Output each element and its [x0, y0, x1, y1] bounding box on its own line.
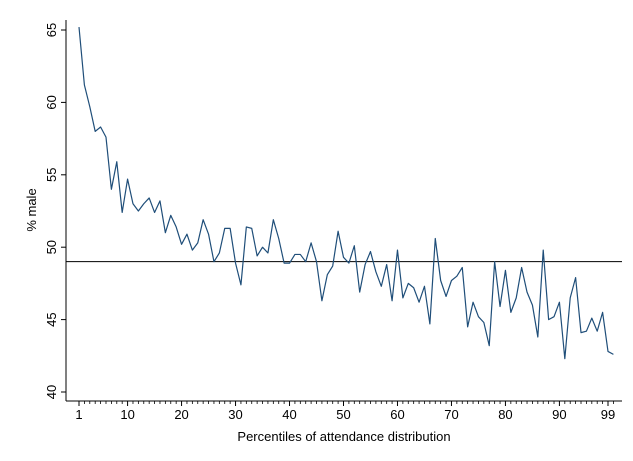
y-tick-label: 40: [44, 385, 59, 399]
x-axis-ticks: 1 10 20 30 40 50 60 70 80 90 99: [75, 401, 615, 422]
x-tick-label: 60: [390, 407, 404, 422]
x-tick-label: 70: [444, 407, 458, 422]
x-tick-label: 99: [601, 407, 615, 422]
y-tick-label: 50: [44, 240, 59, 254]
x-tick-label: 80: [498, 407, 512, 422]
x-tick-label: 40: [282, 407, 296, 422]
x-tick-label: 30: [228, 407, 242, 422]
x-axis-title: Percentiles of attendance distribution: [237, 429, 450, 444]
y-tick-label: 65: [44, 23, 59, 37]
y-axis-ticks: 40 45 50 55 60 65: [44, 23, 66, 399]
series-line: [78, 27, 614, 360]
x-tick-label: 50: [336, 407, 350, 422]
y-axis-title: % male: [24, 188, 39, 231]
x-tick-label: 90: [552, 407, 566, 422]
x-tick-label: 1: [75, 407, 82, 422]
y-tick-label: 55: [44, 168, 59, 182]
plot-area: [66, 20, 622, 401]
y-tick-label: 60: [44, 95, 59, 109]
series-layer: [78, 27, 614, 360]
x-tick-label: 10: [120, 407, 134, 422]
y-tick-label: 45: [44, 312, 59, 326]
x-tick-label: 20: [174, 407, 188, 422]
